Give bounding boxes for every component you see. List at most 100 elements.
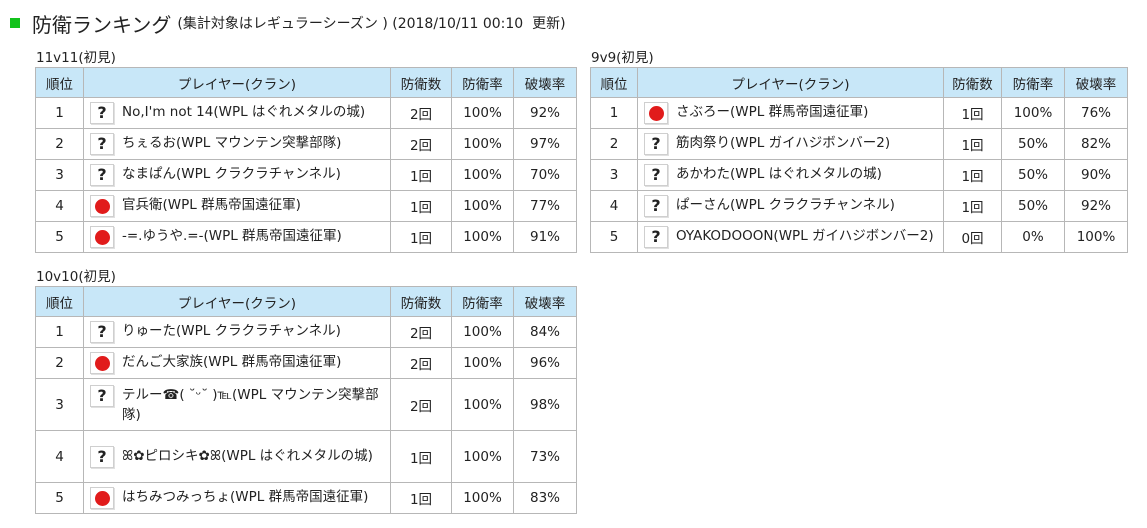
defense-rate-cell: 100% [451, 482, 514, 514]
table-row: 2? 筋肉祭り(WPL ガイハジボンバー2) 1回 50% 82% [590, 128, 1128, 160]
col-rank-header: 順位 [35, 286, 84, 317]
destruction-rate-cell: 92% [513, 97, 577, 129]
table-row: 1? No,I'm not 14(WPL はぐれメタルの城) 2回 100% 92% [35, 97, 577, 129]
col-defense-count-header: 防衛数 [390, 67, 452, 98]
table-row: 3? なまぱん(WPL クラクラチャンネル) 1回 100% 70% [35, 159, 577, 191]
rank-cell: 3 [590, 159, 638, 191]
player-cell: ? ちぇるお(WPL マウンテン突撃部隊) [83, 128, 391, 160]
destruction-rate-cell: 73% [513, 430, 577, 483]
rank-cell: 3 [35, 378, 84, 431]
col-player-header: プレイヤー(クラン) [83, 286, 391, 317]
rank-cell: 2 [35, 128, 84, 160]
section-label-11v11: 11v11(初見) [36, 50, 116, 66]
destruction-rate-cell: 92% [1064, 190, 1128, 222]
destruction-rate-cell: 100% [1064, 221, 1128, 253]
defense-rate-cell: 100% [451, 316, 514, 348]
player-cell: ? ぱーさん(WPL クラクラチャンネル) [637, 190, 944, 222]
defense-rate-cell: 50% [1001, 190, 1065, 222]
section-label-10v10: 10v10(初見) [36, 269, 116, 285]
rank-cell: 1 [590, 97, 638, 129]
defense-count-cell: 1回 [943, 97, 1002, 129]
defense-rate-cell: 0% [1001, 221, 1065, 253]
section-label-9v9: 9v9(初見) [591, 50, 654, 66]
ranking-table-11v11: 順位 プレイヤー(クラン) 防衛数 防衛率 破壊率 1? No,I'm not 1… [35, 67, 577, 253]
table-row: 2 だんご大家族(WPL 群馬帝国遠征軍) 2回 100% 96% [35, 347, 577, 379]
defense-count-cell: 2回 [390, 347, 452, 379]
rank-cell: 1 [35, 97, 84, 129]
defense-rate-cell: 100% [451, 159, 514, 191]
japan-flag-icon [90, 487, 114, 509]
table-row: 5? OYAKODOOON(WPL ガイハジボンバー2) 0回 0% 100% [590, 221, 1128, 253]
col-rank-header: 順位 [35, 67, 84, 98]
defense-rate-cell: 100% [1001, 97, 1065, 129]
question-icon: ? [90, 133, 114, 155]
col-defense-rate-header: 防衛率 [451, 67, 514, 98]
table-row: 4? ꕤ✿ピロシキ✿ꕤ(WPL はぐれメタルの城) 1回 100% 73% [35, 430, 577, 483]
table-row: 3? あかわた(WPL はぐれメタルの城) 1回 50% 90% [590, 159, 1128, 191]
player-cell: -=.ゆうや.=-(WPL 群馬帝国遠征軍) [83, 221, 391, 253]
player-name: はちみつみっちょ(WPL 群馬帝国遠征軍) [122, 489, 369, 505]
player-name: -=.ゆうや.=-(WPL 群馬帝国遠征軍) [122, 228, 342, 244]
destruction-rate-cell: 84% [513, 316, 577, 348]
destruction-rate-cell: 91% [513, 221, 577, 253]
defense-count-cell: 2回 [390, 378, 452, 431]
question-icon: ? [90, 164, 114, 186]
defense-count-cell: 1回 [943, 190, 1002, 222]
player-name: OYAKODOOON(WPL ガイハジボンバー2) [676, 228, 934, 244]
destruction-rate-cell: 90% [1064, 159, 1128, 191]
col-defense-count-header: 防衛数 [390, 286, 452, 317]
japan-flag-icon [90, 352, 114, 374]
table-row: 3? テルー☎( ˘ᵕ˘ )℡(WPL マウンテン突撃部隊) 2回 100% 98% [35, 378, 577, 431]
player-cell: はちみつみっちょ(WPL 群馬帝国遠征軍) [83, 482, 391, 514]
defense-count-cell: 1回 [943, 159, 1002, 191]
player-name: あかわた(WPL はぐれメタルの城) [676, 166, 882, 182]
defense-rate-cell: 100% [451, 221, 514, 253]
table-header-row: 順位 プレイヤー(クラン) 防衛数 防衛率 破壊率 [35, 67, 577, 98]
player-name: なまぱん(WPL クラクラチャンネル) [122, 166, 341, 182]
question-icon: ? [90, 102, 114, 124]
defense-rate-cell: 100% [451, 190, 514, 222]
green-square-icon [10, 18, 20, 28]
player-name: ぱーさん(WPL クラクラチャンネル) [676, 197, 895, 213]
rank-cell: 5 [35, 482, 84, 514]
rank-cell: 2 [35, 347, 84, 379]
destruction-rate-cell: 98% [513, 378, 577, 431]
player-cell: ? No,I'm not 14(WPL はぐれメタルの城) [83, 97, 391, 129]
col-defense-rate-header: 防衛率 [451, 286, 514, 317]
destruction-rate-cell: 96% [513, 347, 577, 379]
ranking-table-9v9: 順位 プレイヤー(クラン) 防衛数 防衛率 破壊率 1 さぶろー(WPL 群馬帝国… [590, 67, 1128, 253]
player-cell: ? 筋肉祭り(WPL ガイハジボンバー2) [637, 128, 944, 160]
table-header-row: 順位 プレイヤー(クラン) 防衛数 防衛率 破壊率 [35, 286, 577, 317]
question-icon: ? [90, 384, 114, 407]
question-icon: ? [90, 445, 114, 468]
table-row: 2? ちぇるお(WPL マウンテン突撃部隊) 2回 100% 97% [35, 128, 577, 160]
defense-rate-cell: 100% [451, 97, 514, 129]
defense-count-cell: 1回 [390, 190, 452, 222]
page-header: 防衛ランキング (集計対象はレギュラーシーズン ) (2018/10/11 00… [10, 8, 566, 38]
defense-count-cell: 1回 [943, 128, 1002, 160]
rank-cell: 4 [35, 190, 84, 222]
question-icon: ? [644, 133, 668, 155]
table-row: 1 さぶろー(WPL 群馬帝国遠征軍) 1回 100% 76% [590, 97, 1128, 129]
japan-flag-icon [90, 226, 114, 248]
defense-rate-cell: 50% [1001, 159, 1065, 191]
col-defense-rate-header: 防衛率 [1001, 67, 1065, 98]
defense-rate-cell: 100% [451, 430, 514, 483]
col-player-header: プレイヤー(クラン) [637, 67, 944, 98]
defense-count-cell: 1回 [390, 221, 452, 253]
destruction-rate-cell: 82% [1064, 128, 1128, 160]
question-icon: ? [90, 321, 114, 343]
japan-flag-icon [644, 102, 668, 124]
player-name: ꕤ✿ピロシキ✿ꕤ(WPL はぐれメタルの城) [122, 447, 373, 464]
defense-rate-cell: 50% [1001, 128, 1065, 160]
player-cell: ? ꕤ✿ピロシキ✿ꕤ(WPL はぐれメタルの城) [83, 430, 391, 483]
player-cell: 官兵衛(WPL 群馬帝国遠征軍) [83, 190, 391, 222]
table-row: 5 はちみつみっちょ(WPL 群馬帝国遠征軍) 1回 100% 83% [35, 482, 577, 514]
player-name: りゅーた(WPL クラクラチャンネル) [122, 323, 341, 339]
rank-cell: 4 [590, 190, 638, 222]
defense-rate-cell: 100% [451, 347, 514, 379]
table-row: 4? ぱーさん(WPL クラクラチャンネル) 1回 50% 92% [590, 190, 1128, 222]
col-destruction-rate-header: 破壊率 [513, 286, 577, 317]
player-cell: ? あかわた(WPL はぐれメタルの城) [637, 159, 944, 191]
rank-cell: 1 [35, 316, 84, 348]
